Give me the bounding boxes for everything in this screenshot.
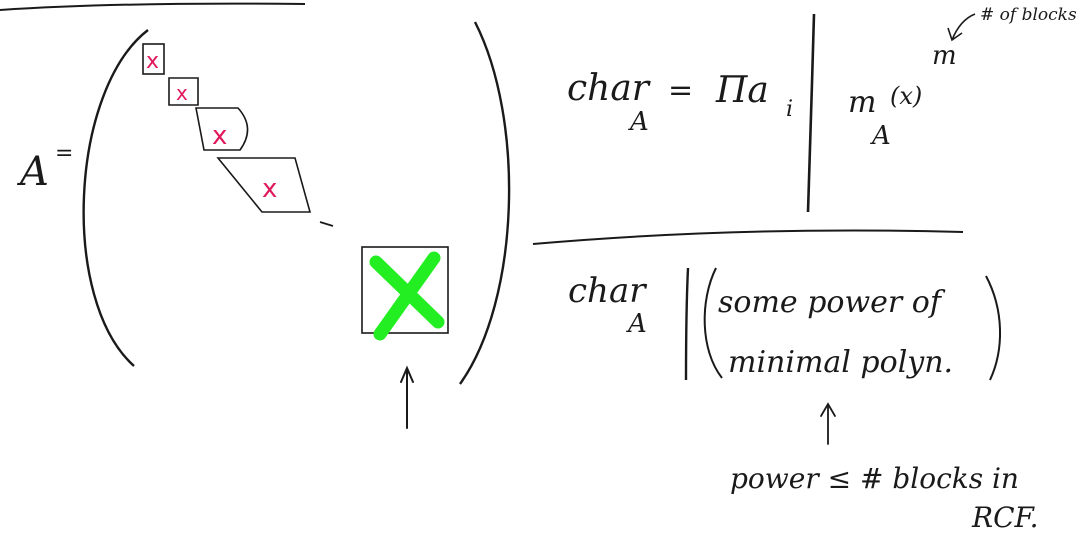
block-1: x — [143, 44, 164, 74]
statement-line-1: some power of — [718, 285, 946, 320]
divisibility-statement: char A some power of minimal polyn. powe… — [568, 268, 1038, 534]
big-block — [362, 247, 448, 334]
exponent-m: m — [932, 41, 957, 71]
block-4-mark: x — [262, 174, 277, 204]
char-poly-formula: char A = Πa i m A (x) m # of blocks — [567, 5, 1077, 212]
note-line-1: power ≤ # blocks in — [730, 462, 1019, 495]
block-3: x — [196, 108, 248, 151]
m-label: m — [848, 85, 876, 120]
annotation-arrow-icon — [948, 14, 975, 40]
block-2: x — [169, 78, 198, 105]
up-arrow-note-icon — [821, 404, 835, 444]
annotation-blocks: # of blocks — [980, 5, 1077, 25]
char-label-bottom: char — [568, 271, 647, 311]
product-sub-top: i — [786, 97, 793, 122]
block-dash — [320, 222, 333, 226]
close-paren-bottom — [986, 276, 1000, 380]
left-paren — [84, 30, 148, 366]
large-green-x-icon — [376, 258, 438, 334]
equals-top: = — [668, 73, 693, 108]
divides-bar-bottom — [686, 268, 688, 380]
block-1-mark: x — [146, 49, 159, 74]
m-arg: (x) — [890, 82, 922, 110]
note-line-2: RCF. — [971, 501, 1038, 534]
statement-line-2: minimal polyn. — [728, 345, 953, 380]
a-equals: = — [55, 141, 73, 166]
right-paren — [460, 22, 509, 384]
separator-stroke — [533, 231, 963, 245]
top-stroke — [0, 4, 305, 10]
block-3-mark: x — [212, 121, 227, 151]
product-top: Πa — [715, 70, 769, 111]
block-2-mark: x — [176, 81, 188, 105]
matrix-section: A = x x x x — [16, 22, 509, 428]
up-arrow-icon — [401, 368, 413, 428]
m-sub: A — [870, 121, 891, 151]
char-sub-top: A — [628, 107, 649, 137]
block-4: x — [218, 158, 310, 212]
char-label-top: char — [567, 68, 651, 109]
char-sub-bottom: A — [626, 309, 647, 339]
divides-bar-top — [808, 14, 814, 212]
a-label: A — [16, 149, 49, 195]
